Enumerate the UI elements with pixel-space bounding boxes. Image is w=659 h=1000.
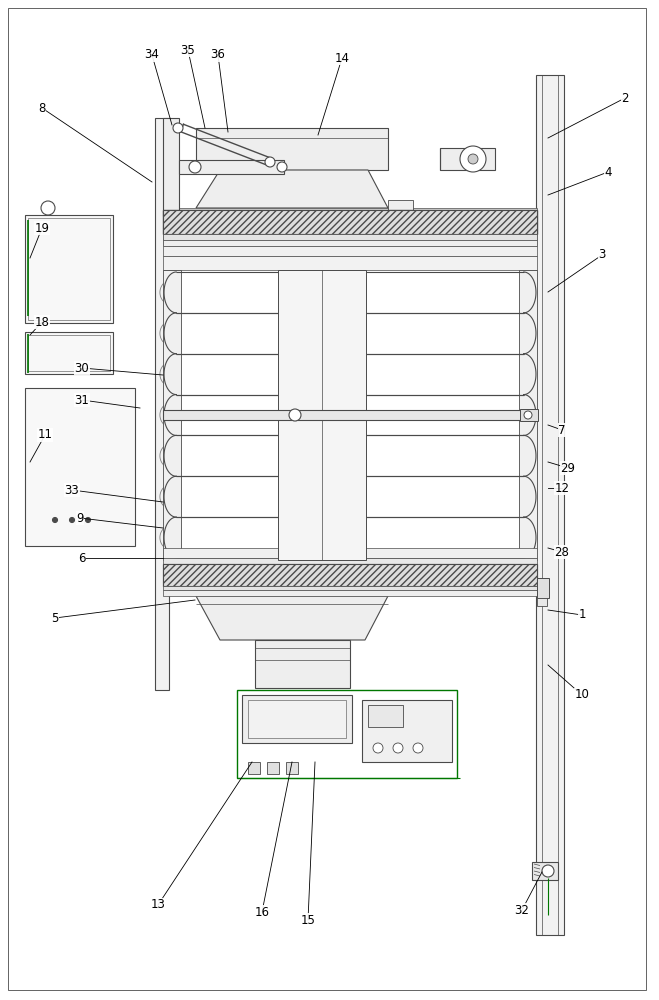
Bar — [163, 210, 537, 234]
Text: 16: 16 — [254, 906, 270, 918]
Text: 36: 36 — [211, 48, 225, 62]
Bar — [196, 128, 388, 170]
Bar — [440, 148, 495, 170]
Text: 30: 30 — [74, 361, 90, 374]
Bar — [28, 218, 110, 320]
Text: 13: 13 — [150, 898, 165, 912]
Text: 4: 4 — [604, 165, 612, 178]
Bar — [242, 695, 352, 743]
Bar — [163, 586, 537, 590]
Circle shape — [277, 162, 287, 172]
Circle shape — [524, 411, 532, 419]
Circle shape — [69, 518, 74, 522]
Bar — [237, 690, 457, 778]
Bar — [163, 210, 537, 234]
Circle shape — [289, 409, 301, 421]
Circle shape — [373, 743, 383, 753]
Bar — [519, 270, 537, 560]
Bar — [537, 578, 549, 598]
Bar — [163, 210, 537, 234]
Bar — [163, 256, 537, 270]
Bar — [248, 700, 346, 738]
Circle shape — [265, 157, 275, 167]
Text: 29: 29 — [561, 462, 575, 475]
Bar — [155, 118, 169, 690]
Bar — [255, 640, 350, 688]
Bar — [163, 118, 179, 216]
Bar — [163, 590, 537, 596]
Text: 2: 2 — [621, 92, 629, 104]
Bar — [163, 210, 537, 234]
Bar — [163, 564, 537, 586]
Bar — [25, 388, 135, 546]
Circle shape — [189, 161, 201, 173]
Bar — [368, 705, 403, 727]
Bar — [163, 234, 537, 239]
Circle shape — [53, 518, 57, 522]
Bar — [28, 335, 110, 371]
Bar — [388, 200, 413, 214]
Circle shape — [393, 743, 403, 753]
Text: 7: 7 — [558, 424, 565, 436]
Bar — [537, 598, 547, 606]
Text: 12: 12 — [554, 482, 569, 494]
Text: 35: 35 — [181, 43, 195, 56]
Circle shape — [86, 518, 90, 522]
Text: 6: 6 — [78, 552, 86, 564]
Text: 3: 3 — [598, 248, 606, 261]
Bar — [163, 410, 537, 420]
Text: 5: 5 — [51, 611, 59, 624]
Bar — [163, 208, 537, 212]
Bar — [267, 762, 279, 774]
Bar — [520, 409, 538, 421]
Text: 28: 28 — [555, 546, 569, 558]
Text: 31: 31 — [74, 393, 90, 406]
Polygon shape — [196, 170, 388, 208]
Bar — [248, 762, 260, 774]
Bar — [163, 548, 537, 558]
Text: 11: 11 — [38, 428, 53, 442]
Bar — [536, 75, 564, 935]
Bar — [163, 270, 181, 560]
Bar — [25, 332, 113, 374]
Bar — [286, 762, 298, 774]
Circle shape — [460, 146, 486, 172]
Bar — [179, 160, 284, 174]
Text: 14: 14 — [335, 51, 349, 64]
Text: 34: 34 — [144, 48, 159, 62]
Text: 8: 8 — [38, 102, 45, 114]
Bar — [163, 239, 537, 245]
Bar — [388, 214, 403, 220]
Text: 19: 19 — [34, 222, 49, 234]
Bar — [25, 215, 113, 323]
Text: 15: 15 — [301, 914, 316, 926]
Text: 18: 18 — [34, 316, 49, 328]
Circle shape — [173, 123, 183, 133]
Text: 9: 9 — [76, 512, 84, 524]
Polygon shape — [196, 596, 388, 640]
Bar — [163, 246, 537, 256]
Text: 32: 32 — [515, 904, 529, 916]
Bar — [163, 234, 537, 240]
Text: 33: 33 — [65, 484, 79, 496]
Circle shape — [542, 865, 554, 877]
Circle shape — [413, 743, 423, 753]
Bar — [163, 558, 537, 564]
Text: 10: 10 — [575, 688, 589, 702]
Bar — [163, 564, 537, 586]
Bar — [163, 240, 537, 246]
Bar — [362, 700, 452, 762]
Text: 1: 1 — [578, 608, 586, 621]
Circle shape — [41, 201, 55, 215]
Bar — [532, 862, 558, 880]
Bar — [278, 270, 366, 560]
Circle shape — [468, 154, 478, 164]
